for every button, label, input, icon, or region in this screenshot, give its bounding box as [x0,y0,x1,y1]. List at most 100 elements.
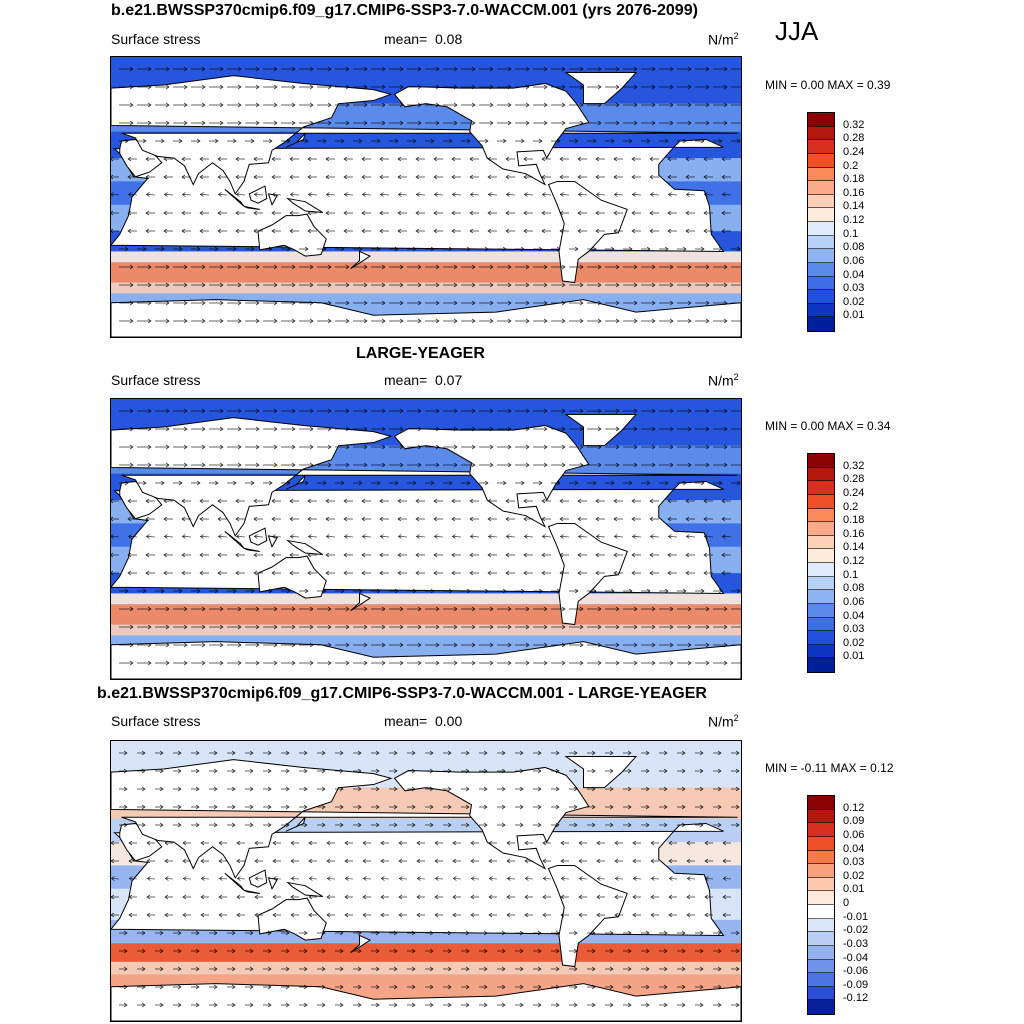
vector-head [124,588,129,594]
vector-head [255,642,260,648]
vector-head [519,1002,524,1008]
vector-head [123,768,128,774]
vector-head [303,984,308,990]
vector-head [451,516,456,522]
vector-head [687,264,692,270]
vector-head [178,138,183,144]
vector-head [217,192,222,197]
vector-head [381,264,386,270]
vector-head [165,66,170,72]
vector-head [523,552,528,558]
vector-head [507,318,512,324]
vector-head [345,462,350,468]
vector-head [255,444,260,450]
vector-head [236,894,241,900]
vector-head [177,984,182,990]
vector-head [723,66,728,72]
vector-head [579,84,584,90]
vector-head [325,228,330,234]
vector-head [465,804,470,810]
vector-head [309,462,314,468]
vector-head [231,786,236,792]
vector-head [595,552,600,558]
vector-head [379,534,384,539]
vector-head [483,984,488,990]
vector-head [561,660,566,666]
vector-head [579,264,584,270]
vector-head [379,570,384,576]
vector-head [523,156,528,162]
vector-head [309,264,314,270]
vector-head [213,768,218,774]
vector-head [577,192,582,197]
vector-head [129,408,134,414]
vector-head [195,966,200,972]
vector-head [541,156,546,162]
vector-head [303,786,308,792]
vector-head [633,66,638,72]
vector-head [291,282,296,288]
vector-head [397,516,402,522]
panel2-colorbar-swatch [808,644,834,659]
vector-shaft [614,194,624,196]
vector-head [631,156,636,162]
vector-head [254,894,259,900]
vector-head [525,282,530,288]
vector-head [326,912,331,918]
vector-head [592,588,597,594]
vector-head [142,138,147,144]
vector-head [303,750,308,756]
vector-head [538,480,543,486]
vector-head [489,642,494,648]
colorbar-tick-label: -0.06 [843,965,869,978]
vector-shaft [452,194,462,196]
vector-head [469,192,474,197]
vector-head [435,444,440,450]
vector-head [631,552,636,558]
vector-head [417,318,422,324]
vector-head [633,624,638,630]
panel2-variable: Surface stress [111,372,201,388]
vector-head [268,246,273,252]
vector-head [483,1002,488,1008]
vector-head [705,282,710,288]
vector-head [164,876,169,881]
vector-head [615,642,620,648]
vector-head [721,534,726,539]
vector-head [502,246,507,252]
vector-head [327,660,332,666]
vector-head [645,786,650,792]
vector-head [686,858,691,864]
vector-head [177,786,182,792]
vector-head [705,300,710,306]
vector-head [237,624,242,630]
vector-shaft [434,536,444,538]
vector-head [327,102,332,108]
vector-head [542,912,547,918]
field-band [111,943,741,962]
vector-head [163,534,168,539]
vector-head [217,210,222,216]
vector-head [717,966,722,972]
vector-head [381,318,386,324]
vector-head [525,660,530,666]
vector-head [667,552,672,558]
vector-head [183,300,188,306]
vector-head [559,192,564,197]
vector-head [723,102,728,108]
vector-head [507,120,512,126]
panel3-units: N/m2 [708,713,739,730]
vector-head [325,156,330,162]
vector-head [651,102,656,108]
vector-head [217,498,222,504]
vector-head [560,894,565,900]
vector-head [699,804,704,810]
vector-head [465,1002,470,1008]
panel1-colorbar-swatch [808,113,834,127]
panel1-colorbar-swatch [808,222,834,236]
field-band [111,262,741,283]
vector-head [614,876,619,881]
vector-head [669,444,674,450]
vector-head [183,426,188,432]
vector-head [308,894,313,900]
